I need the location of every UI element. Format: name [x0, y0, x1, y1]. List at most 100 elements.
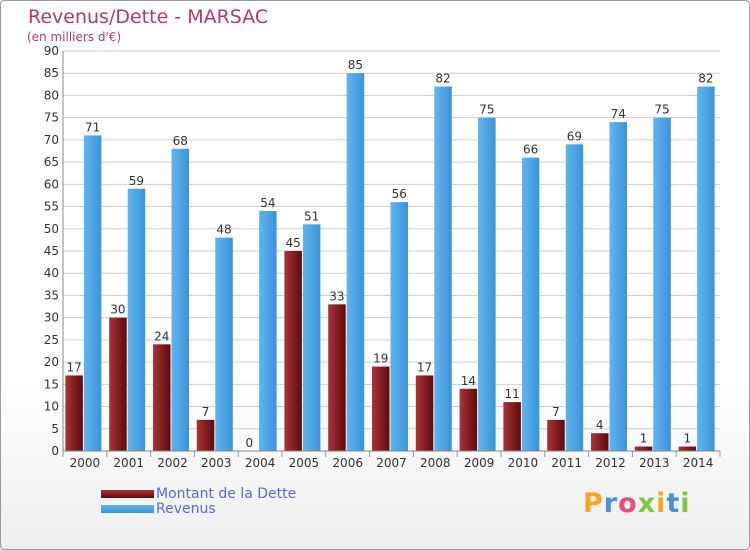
legend-swatch-debt [101, 490, 154, 498]
data-label-debt: 0 [246, 436, 254, 450]
y-tick-label: 75 [44, 111, 59, 125]
bar-revenus [653, 117, 671, 452]
y-tick-label: 45 [44, 244, 59, 258]
logo-letter: r [603, 488, 619, 519]
y-tick-label: 55 [44, 200, 59, 214]
logo-letter: P [583, 488, 604, 519]
bar-debt [503, 402, 521, 451]
bar-debt [634, 446, 653, 451]
data-label-debt: 14 [461, 374, 476, 388]
bar-revenus [346, 73, 365, 451]
y-tick-label: 40 [44, 266, 59, 280]
data-label-debt: 45 [286, 236, 301, 250]
y-tick-label: 10 [44, 400, 59, 414]
data-label-revenus: 82 [435, 72, 450, 86]
x-tick-label: 2003 [201, 456, 232, 470]
y-tick-label: 70 [44, 133, 59, 147]
y-tick-label: 90 [44, 44, 59, 58]
data-label-debt: 17 [67, 360, 82, 374]
data-label-revenus: 74 [611, 107, 626, 121]
data-label-debt: 33 [329, 289, 344, 303]
bar-debt [459, 388, 478, 451]
bar-revenus [565, 144, 584, 452]
bar-debt [678, 446, 697, 451]
data-label-debt: 7 [552, 405, 560, 419]
bar-debt [547, 419, 565, 451]
data-label-revenus: 82 [698, 72, 713, 86]
y-tick-label: 30 [44, 311, 59, 325]
bar-debt [284, 251, 302, 451]
x-tick-label: 2012 [595, 456, 626, 470]
x-tick-label: 2007 [376, 456, 407, 470]
x-tick-label: 2005 [289, 456, 320, 470]
x-tick-label: 2010 [508, 456, 539, 470]
data-label-revenus: 51 [304, 209, 319, 223]
legend-label-debt: Montant de la Dette [156, 486, 297, 502]
data-label-revenus: 66 [523, 143, 538, 157]
data-label-debt: 30 [110, 303, 125, 317]
data-label-debt: 1 [640, 432, 648, 446]
data-label-debt: 11 [505, 387, 520, 401]
logo-letter: i [656, 488, 667, 519]
bar-revenus [434, 86, 452, 452]
x-tick-label: 2001 [113, 456, 144, 470]
x-tick-label: 2014 [683, 456, 714, 470]
x-tick-label: 2011 [551, 456, 582, 470]
y-tick-label: 65 [44, 155, 59, 169]
data-label-revenus: 71 [85, 120, 100, 134]
logo-letter: x [637, 488, 657, 519]
y-tick-label: 50 [44, 222, 59, 236]
data-label-revenus: 75 [479, 103, 494, 117]
bar-revenus [171, 148, 189, 451]
y-tick-label: 5 [51, 422, 59, 436]
bar-debt [196, 419, 215, 451]
data-label-debt: 19 [373, 352, 388, 366]
data-label-revenus: 68 [173, 134, 188, 148]
bar-debt [372, 366, 390, 451]
y-tick-label: 85 [44, 66, 59, 80]
bar-revenus [390, 202, 408, 451]
bar-revenus [127, 188, 146, 451]
y-tick-label: 20 [44, 355, 59, 369]
x-tick-label: 2008 [420, 456, 451, 470]
legend-label-revenus: Revenus [156, 501, 216, 517]
bar-debt [153, 344, 171, 451]
x-tick-label: 2006 [332, 456, 363, 470]
bar-debt [415, 375, 434, 451]
data-label-debt: 7 [202, 405, 210, 419]
logo-letter: o [618, 488, 638, 519]
y-tick-label: 80 [44, 88, 59, 102]
bar-debt [65, 375, 83, 451]
bar-revenus [697, 86, 715, 452]
y-tick-label: 25 [44, 333, 59, 347]
y-tick-label: 35 [44, 288, 59, 302]
axis-layer: 0510152025303540455055606570758085902000… [44, 44, 721, 470]
chart-title: Revenus/Dette - MARSAC [28, 6, 269, 28]
data-label-revenus: 56 [392, 187, 407, 201]
x-tick-label: 2002 [157, 456, 188, 470]
bar-revenus [521, 157, 540, 451]
bar-revenus [302, 224, 321, 451]
y-tick-label: 15 [44, 377, 59, 391]
bar-revenus [478, 117, 496, 452]
y-tick-label: 60 [44, 177, 59, 191]
legend-swatch-revenus [101, 505, 154, 513]
x-tick-label: 2004 [245, 456, 276, 470]
data-label-revenus: 48 [216, 223, 231, 237]
bar-debt [591, 433, 609, 451]
x-tick-label: 2013 [639, 456, 670, 470]
data-label-revenus: 69 [567, 129, 582, 143]
data-label-revenus: 59 [129, 174, 144, 188]
data-label-revenus: 85 [348, 58, 363, 72]
data-label-revenus: 54 [260, 196, 275, 210]
bar-revenus [259, 211, 277, 451]
data-label-debt: 24 [154, 329, 169, 343]
data-label-debt: 1 [684, 432, 692, 446]
chart-subtitle: (en milliers d'€) [27, 30, 122, 44]
logo-letter: i [680, 488, 691, 519]
bar-debt [328, 304, 346, 451]
logo-letter: t [666, 488, 681, 519]
data-label-revenus: 75 [654, 103, 669, 117]
